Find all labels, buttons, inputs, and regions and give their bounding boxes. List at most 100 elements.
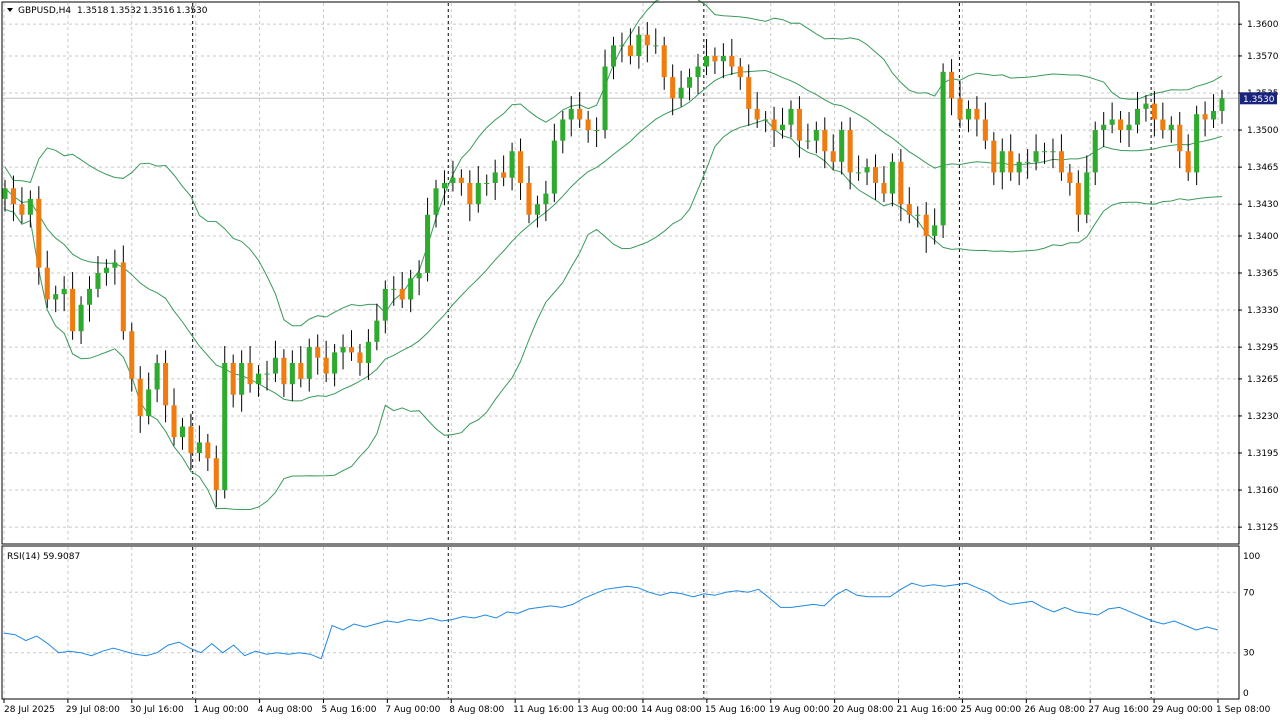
candle [949,59,955,116]
candle [847,117,853,190]
price-tick-label: 1.3430 [1247,200,1279,210]
candle [10,175,16,222]
candle [441,170,448,206]
candle [146,372,152,425]
candle [298,346,304,388]
candle [399,271,405,308]
candle-body [712,55,718,62]
candle [915,206,921,228]
candle-body [129,331,135,379]
candle [484,174,490,196]
candle [543,180,549,222]
candle-body [703,55,710,67]
candle [44,250,50,308]
candle [78,296,84,344]
rsi-grid [3,547,1238,698]
candle [103,259,109,286]
candle [1143,95,1149,122]
candle-body [847,130,853,173]
candle [2,179,8,212]
candle-body [974,108,980,120]
candle-body [408,278,414,300]
candle-body [1134,108,1141,125]
candle-body [391,288,397,290]
candle [906,187,912,224]
candle [779,107,786,139]
candle-body [365,341,371,363]
symbol-header[interactable]: GBPUSD,H4 1.3518 1.3532 1.3516 1.3530 [7,6,208,16]
candle [1050,138,1056,169]
candle [416,260,422,296]
candle [306,338,312,392]
candle-body [720,55,726,62]
rsi-path [3,582,1219,660]
candle [425,197,431,282]
price-grid [3,3,1238,543]
candle-body [196,442,202,453]
price-tick-label: 1.3160 [1247,486,1279,496]
candle-body [585,119,591,131]
candle [585,111,591,143]
candle [661,36,667,90]
rsi-tick-label: 0 [1243,689,1249,699]
candle-body [36,198,42,268]
candle [230,354,236,408]
candle-body [1151,103,1157,120]
candle-body [661,45,667,78]
candle-body [205,442,211,459]
price-tick-label: 1.3400 [1247,232,1279,242]
candle-body [746,77,752,109]
candle [222,346,228,499]
rsi-panel-frame [1,545,1240,700]
candle [365,329,371,380]
candle-body [264,373,270,375]
candle-body [636,34,642,56]
candle-body [27,198,33,215]
candle-body [695,66,701,78]
time-tick-label: 15 Aug 16:00 [705,705,766,715]
time-tick-label: 4 Aug 08:00 [258,705,313,715]
price-tick-label: 1.3500 [1247,126,1279,136]
candle [712,47,718,74]
candle-body [949,71,955,99]
candle [881,166,887,203]
candle [856,155,862,181]
current-price-value: 1.3530 [1243,95,1275,105]
time-tick-label: 25 Aug 00:00 [960,705,1021,715]
candle-body [120,262,126,332]
candle-body [771,119,777,131]
candle-body [467,183,473,205]
low-value: 1.3516 [143,6,175,16]
rsi-label: RSI(14) 59.9087 [7,552,80,562]
candle [19,187,25,224]
candle-body [1075,183,1081,215]
candle [61,276,67,312]
candle [670,64,676,116]
candle-body [86,288,93,305]
rsi-axis: 100 70 30 0 [1243,552,1260,699]
time-tick-label: 1 Sep 08:00 [1216,705,1271,715]
candle [594,117,600,147]
candle-body [256,373,262,385]
candle [796,96,802,158]
candle-body [332,352,338,374]
candle-body [1194,114,1200,173]
candle-body [670,77,676,99]
candle-body [1160,119,1166,131]
candle-body [146,389,152,416]
candle-body [348,347,355,353]
candle-body [95,273,101,289]
candle-body [526,183,532,215]
current-price-tag-bg [1240,92,1277,105]
price-tick-label: 1.3570 [1247,52,1279,62]
candle [517,138,524,200]
candle [27,190,33,228]
candle [889,153,895,207]
dropdown-triangle-icon[interactable] [7,8,13,12]
candle-body [357,352,363,363]
candle-body [898,161,904,205]
candle-body [1016,161,1022,173]
candle-body [999,151,1005,173]
candle-body [653,45,659,47]
